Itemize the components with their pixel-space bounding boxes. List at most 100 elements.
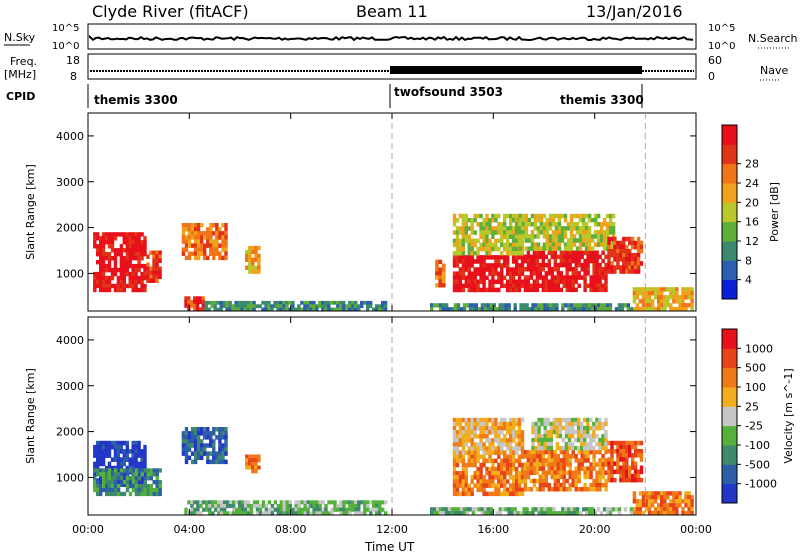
data-cell: [134, 279, 138, 285]
data-cell: [509, 475, 513, 480]
data-cell: [224, 231, 228, 236]
data-cell: [119, 260, 124, 265]
data-cell: [558, 433, 563, 439]
data-cell: [342, 500, 346, 505]
data-cell: [566, 246, 571, 251]
data-cell: [193, 511, 197, 516]
data-cell: [470, 283, 474, 289]
data-cell: [687, 303, 691, 308]
data-cell: [455, 275, 460, 280]
colorbar-tick-label: 8: [745, 254, 752, 267]
data-cell: [452, 471, 457, 476]
data-cell: [107, 232, 112, 237]
data-cell: [209, 443, 213, 448]
data-cell: [261, 511, 266, 516]
data-cell: [473, 213, 477, 219]
data-cell: [430, 511, 434, 516]
data-cell: [140, 248, 144, 253]
data-cell: [143, 240, 147, 245]
data-cell: [202, 507, 206, 512]
colorbar-swatch: [722, 260, 737, 281]
data-cell: [218, 251, 222, 256]
data-cell: [306, 304, 310, 309]
data-cell: [599, 307, 604, 312]
data-cell: [357, 304, 361, 309]
data-cell: [218, 235, 222, 240]
data-cell: [503, 242, 507, 248]
data-cell: [291, 304, 295, 309]
data-cell: [184, 435, 189, 440]
data-cell: [276, 504, 281, 509]
data-cell: [473, 271, 477, 276]
data-cell: [491, 255, 495, 260]
data-cell: [143, 491, 147, 497]
data-cell: [467, 491, 471, 497]
colorbar-frame: [721, 328, 738, 504]
data-cell: [511, 462, 516, 468]
data-cell: [438, 283, 443, 288]
data-cell: [99, 256, 103, 261]
data-cell: [452, 438, 457, 443]
data-cell: [476, 251, 480, 256]
data-cell: [684, 503, 688, 508]
data-cell: [545, 217, 550, 223]
data-cell: [215, 455, 219, 460]
data-cell: [675, 511, 679, 516]
data-cell: [672, 495, 676, 500]
data-cell: [146, 484, 150, 489]
data-cell: [270, 507, 275, 512]
data-cell: [545, 238, 550, 243]
data-cell: [224, 255, 228, 261]
data-cell: [580, 437, 584, 443]
data-cell: [675, 307, 679, 312]
data-cell: [506, 466, 510, 472]
data-cell: [622, 265, 626, 270]
data-cell: [470, 479, 474, 484]
data-cell: [488, 267, 492, 272]
data-cell: [568, 250, 572, 255]
data-cell: [595, 482, 599, 488]
data-cell: [532, 271, 537, 276]
data-cell: [509, 438, 513, 443]
data-cell: [535, 250, 540, 255]
data-cell: [562, 474, 566, 480]
data-cell: [547, 250, 551, 255]
data-cell: [523, 462, 528, 467]
data-cell: [378, 507, 382, 512]
data-cell: [541, 470, 545, 475]
data-cell: [628, 269, 632, 274]
data-cell: [530, 230, 535, 235]
data-cell: [99, 484, 103, 489]
data-cell: [509, 213, 513, 219]
data-cell: [107, 440, 112, 446]
data-cell: [586, 466, 590, 471]
data-cell: [589, 433, 593, 439]
data-cell: [339, 504, 343, 509]
data-cell: [224, 239, 228, 244]
data-cell: [571, 271, 575, 276]
data-cell: [601, 441, 605, 447]
data-cell: [511, 242, 516, 248]
data-cell: [128, 279, 132, 285]
data-cell: [532, 466, 537, 471]
data-cell: [315, 504, 319, 509]
data-cell: [598, 466, 602, 471]
data-cell: [257, 265, 261, 270]
data-cell: [206, 235, 210, 240]
data-cell: [636, 265, 641, 270]
data-cell: [592, 275, 596, 280]
data-cell: [550, 470, 554, 475]
data-cell: [607, 249, 611, 254]
data-cell: [595, 275, 599, 280]
data-cell: [489, 307, 493, 312]
data-cell: [638, 499, 643, 504]
data-cell: [184, 455, 189, 460]
colorbar-swatch: [722, 406, 737, 427]
data-cell: [357, 307, 361, 312]
data-cell: [565, 454, 569, 459]
data-cell: [611, 213, 616, 219]
data-cell: [596, 238, 601, 243]
data-cell: [534, 307, 538, 312]
data-cell: [488, 479, 492, 484]
